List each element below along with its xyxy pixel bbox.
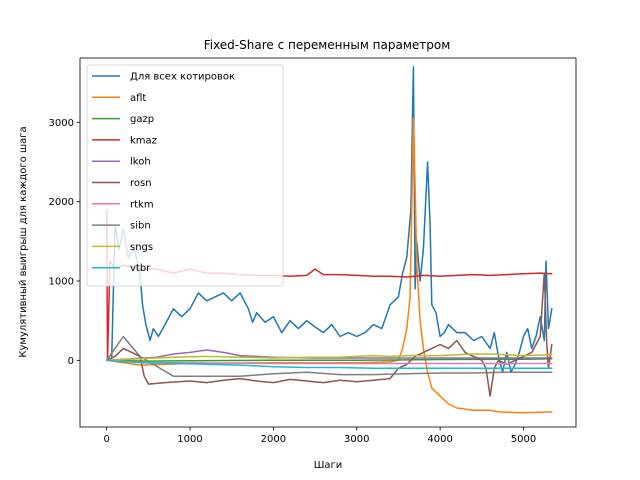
legend-label-8: sngs (130, 242, 153, 253)
legend-label-5: rosn (130, 178, 152, 189)
legend: Для всех котировок aflt gazp kmaz lkoh rosn rt… (86, 64, 284, 287)
y-tick-label: 3000 (49, 118, 74, 129)
series-line-7 (105, 335, 553, 377)
series-line-9 (105, 359, 553, 370)
chart-title: Fixed-Share с переменным параметром (204, 38, 451, 52)
series-line-1 (105, 117, 553, 414)
legend-label-9: vtbr (130, 263, 151, 274)
x-tick-label: 2000 (261, 434, 286, 445)
x-axis-label: Шаги (314, 460, 343, 471)
legend-label-2: gazp (130, 114, 154, 125)
x-tick-label: 4000 (427, 434, 452, 445)
y-tick-label: 0 (68, 356, 74, 367)
y-axis-label: Кумулятивный выигрыш для каждого шага (18, 126, 29, 357)
series-line-4 (105, 349, 553, 362)
series-line-5 (105, 272, 553, 397)
y-tick-label: 1000 (49, 276, 74, 287)
x-tick-label: 3000 (344, 434, 369, 445)
legend-label-7: sibn (130, 221, 151, 232)
legend-label-6: rtkm (130, 199, 154, 210)
legend-label-4: lkoh (130, 157, 151, 168)
series-line-2 (105, 358, 553, 362)
legend-label-3: kmaz (130, 135, 157, 146)
x-tick-label: 5000 (511, 434, 536, 445)
x-tick-label: 0 (103, 434, 109, 445)
axis-ticks: 0 1000 2000 3000 4000 5000 0 1000 2000 3000 (49, 118, 537, 445)
series-line-8 (105, 353, 553, 362)
x-tick-label: 1000 (177, 434, 202, 445)
y-tick-label: 2000 (49, 197, 74, 208)
legend-label-1: aflt (130, 93, 146, 104)
plot-frame (79, 57, 577, 428)
legend-box (86, 64, 284, 287)
legend-label-0: Для всех котировок (130, 72, 235, 83)
